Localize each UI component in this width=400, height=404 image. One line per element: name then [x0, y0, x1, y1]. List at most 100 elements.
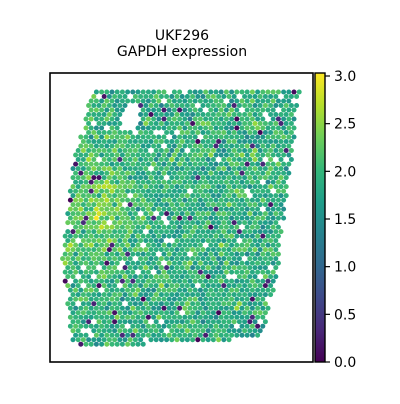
spot	[67, 305, 73, 311]
spot	[195, 319, 201, 325]
spot	[177, 134, 183, 140]
spot	[239, 242, 245, 248]
spot	[242, 220, 248, 226]
spot	[78, 197, 84, 203]
spot	[223, 170, 229, 176]
spot	[130, 134, 136, 140]
spot	[78, 296, 84, 302]
spot	[106, 310, 112, 316]
spot	[210, 157, 216, 162]
spot	[140, 224, 146, 230]
spot	[138, 166, 144, 172]
spot	[247, 292, 253, 298]
spot	[192, 125, 198, 131]
spot	[190, 139, 196, 144]
spot	[86, 310, 92, 316]
spot	[268, 274, 274, 280]
spot	[166, 206, 172, 212]
spot	[184, 112, 190, 117]
spot	[179, 193, 185, 199]
spot	[205, 166, 211, 172]
spot	[106, 256, 112, 262]
spot	[197, 332, 203, 338]
spot	[177, 125, 183, 131]
spot	[236, 220, 242, 226]
spot	[265, 98, 271, 104]
spot	[153, 265, 159, 271]
spot	[213, 170, 219, 176]
spot	[252, 220, 258, 226]
spot	[99, 341, 105, 347]
spot	[91, 184, 97, 190]
spot	[182, 143, 188, 149]
spot	[213, 179, 219, 185]
spot	[244, 260, 250, 266]
spot	[117, 103, 123, 108]
spot	[83, 323, 89, 329]
spot	[229, 305, 235, 311]
spot	[78, 170, 84, 176]
spot	[177, 206, 183, 212]
spot	[151, 143, 157, 149]
spot	[213, 314, 219, 320]
spot	[281, 152, 287, 158]
spot	[88, 233, 94, 239]
spot	[275, 188, 281, 194]
spot	[88, 305, 94, 311]
spot	[281, 116, 287, 122]
spot	[164, 148, 170, 153]
spot	[190, 94, 196, 99]
spot	[192, 179, 198, 185]
spot	[140, 215, 146, 221]
spot	[145, 179, 151, 185]
spot	[166, 314, 172, 320]
spot	[223, 224, 229, 230]
spot	[286, 89, 292, 95]
spot	[229, 278, 235, 284]
spot	[130, 170, 136, 176]
spot	[78, 323, 84, 329]
spot	[169, 94, 175, 99]
spot	[158, 310, 164, 316]
spot	[236, 211, 242, 217]
spot	[109, 269, 115, 275]
spot	[101, 319, 107, 325]
spot	[171, 305, 177, 311]
spot	[229, 314, 235, 320]
spot	[132, 211, 138, 217]
spot	[221, 292, 227, 298]
spot	[114, 89, 120, 95]
spot	[221, 112, 227, 117]
spot	[208, 143, 214, 149]
spot	[117, 157, 123, 162]
spot	[242, 157, 248, 162]
spot	[262, 211, 268, 217]
spot	[257, 211, 263, 217]
spot	[257, 148, 263, 153]
spot	[210, 310, 216, 316]
spot	[161, 251, 167, 257]
spot	[249, 206, 255, 212]
spot	[91, 265, 97, 271]
spot	[205, 328, 211, 334]
spot	[138, 247, 144, 253]
spot	[109, 152, 115, 158]
spot	[187, 89, 193, 95]
spot	[262, 292, 268, 298]
spot	[234, 269, 240, 275]
spot	[153, 112, 159, 117]
spot	[265, 269, 271, 275]
spot	[96, 130, 102, 135]
spot	[236, 301, 242, 307]
spot	[140, 341, 146, 347]
spot	[291, 134, 297, 140]
spot	[257, 310, 263, 316]
spot	[65, 265, 71, 271]
spot	[106, 265, 112, 271]
spot	[197, 143, 203, 149]
spot	[244, 314, 250, 320]
spot	[283, 103, 289, 108]
spot	[200, 211, 206, 217]
spot	[236, 175, 242, 181]
spot	[179, 283, 185, 289]
